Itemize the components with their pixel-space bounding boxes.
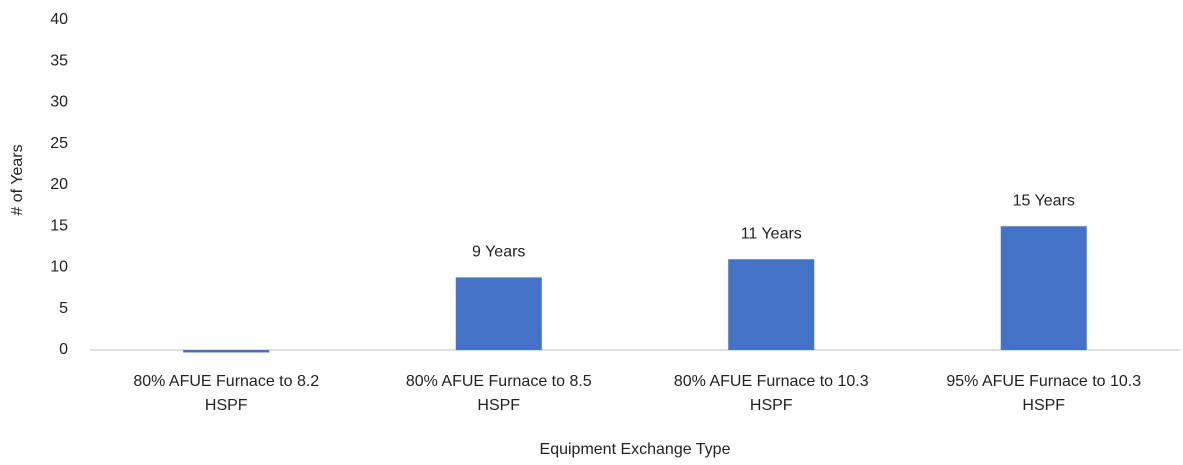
y-tick-label: 35 bbox=[50, 52, 68, 69]
y-tick-label: 30 bbox=[50, 94, 68, 111]
y-tick-label: 5 bbox=[59, 300, 68, 317]
x-tick-label: 80% AFUE Furnace to 10.3 HSPF bbox=[673, 373, 869, 414]
y-tick-label: 25 bbox=[50, 135, 68, 152]
bar bbox=[183, 350, 270, 353]
x-tick-label: 95% AFUE Furnace to 10.3 HSPF bbox=[946, 373, 1142, 414]
data-label: 15 Years bbox=[1013, 192, 1075, 209]
y-axis-title: # of Years bbox=[9, 144, 26, 215]
bar bbox=[728, 259, 815, 350]
bar bbox=[455, 277, 542, 350]
data-label: 9 Years bbox=[472, 244, 525, 261]
x-tick-label: 80% AFUE Furnace to 8.2 HSPF bbox=[133, 373, 320, 414]
x-axis-title: Equipment Exchange Type bbox=[540, 441, 731, 458]
bar bbox=[1000, 226, 1087, 350]
y-tick-label: 0 bbox=[59, 341, 68, 358]
x-tick-label: 80% AFUE Furnace to 8.5 HSPF bbox=[405, 373, 592, 414]
y-tick-label: 15 bbox=[50, 217, 68, 234]
y-tick-label: 40 bbox=[50, 11, 68, 28]
y-tick-label: 20 bbox=[50, 176, 68, 193]
y-tick-label: 10 bbox=[50, 259, 68, 276]
data-label: 11 Years bbox=[741, 225, 802, 242]
